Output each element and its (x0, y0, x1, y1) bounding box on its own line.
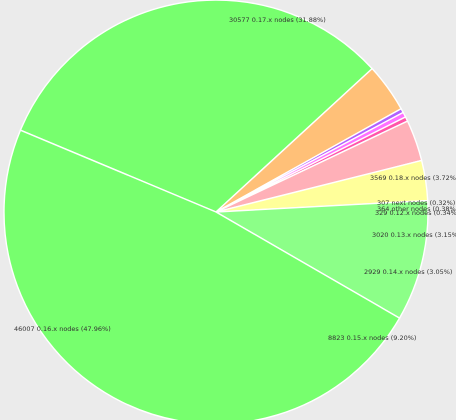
slice-label: 46007 0.16.x nodes (47.96%) (14, 325, 111, 333)
pie-slice (3, 129, 401, 420)
pie-slice (213, 199, 429, 320)
slice-label: 2929 0.14.x nodes (3.05%) (364, 268, 452, 276)
slice-label: 8823 0.15.x nodes (9.20%) (328, 334, 416, 342)
pie-slice (19, 0, 374, 213)
slice-label: 3020 0.13.x nodes (3.15%) (372, 231, 456, 239)
slice-label: 3569 0.18.x nodes (3.72%) (370, 174, 456, 182)
slice-label: 307 next nodes (0.32%) (377, 199, 455, 207)
slice-label: 364 other nodes (0.38%) (377, 205, 456, 213)
pie-slices (3, 0, 429, 420)
pie-labels: 30577 0.17.x nodes (31.88%) 3569 0.18.x n… (14, 16, 456, 342)
slice-label: 30577 0.17.x nodes (31.88%) (229, 16, 326, 24)
slice-label: 329 0.12.x nodes (0.34%) (375, 209, 456, 217)
